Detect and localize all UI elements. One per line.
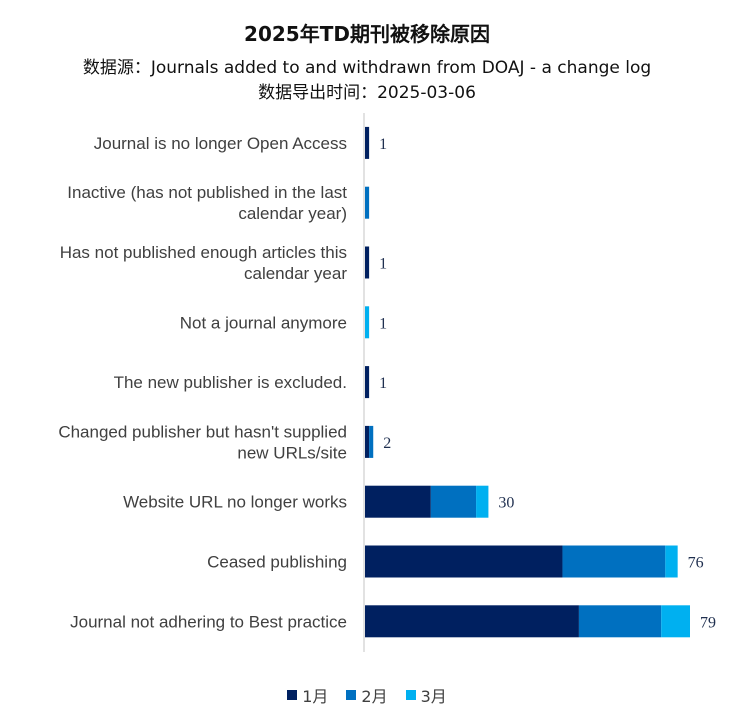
bar-segment [369, 425, 374, 458]
bar-total-label: 76 [688, 555, 704, 572]
category-label: Ceased publishing [207, 553, 347, 572]
legend-swatch [287, 690, 298, 700]
category-label: Not a journal anymore [180, 313, 347, 332]
legend-swatch [405, 690, 416, 700]
bar-segment [365, 366, 370, 399]
bar-segment [365, 425, 370, 458]
bar-total-label: 30 [498, 495, 514, 512]
legend-label: 3月 [420, 687, 447, 706]
bar-segment [365, 605, 579, 638]
legend-swatch [346, 690, 357, 700]
bar-total-label: 1 [379, 256, 387, 273]
legend-label: 2月 [361, 687, 388, 706]
chart-subtitle-export-date: 数据导出时间：2025-03-06 [258, 83, 476, 103]
bar-total-label: 79 [700, 614, 716, 631]
category-label: Changed publisher but hasn't supplied new… [58, 422, 347, 462]
chart-legend: 1月 2月 3月 [0, 683, 734, 707]
bar-segment [430, 485, 477, 518]
category-label: The new publisher is excluded. [114, 373, 347, 392]
chart-subtitle-source: 数据源：Journals added to and withdrawn from… [82, 58, 652, 78]
bar-segment [365, 545, 563, 578]
legend-item: 1月 [287, 683, 328, 707]
category-label: Journal is no longer Open Access [94, 134, 347, 153]
category-label: Inactive (has not published in the last c… [67, 183, 347, 223]
legend-item: 2月 [346, 683, 388, 707]
category-label: Journal not adhering to Best practice [70, 612, 347, 631]
bar-segment [661, 605, 690, 638]
bar-segment [562, 545, 666, 578]
bar-total-label: 1 [379, 315, 387, 332]
bar-segment [365, 246, 370, 279]
bar-segment [365, 306, 370, 339]
category-label: Has not published enough articles this ca… [60, 243, 348, 283]
chart-title: 2025年TD期刊被移除原因 [244, 22, 490, 46]
bar-segment [365, 186, 370, 219]
bar-segment [365, 126, 370, 159]
category-label: Website URL no longer works [123, 493, 347, 512]
legend-item: 3月 [405, 683, 447, 707]
bar-total-label: 2 [383, 435, 391, 452]
bar-segment [665, 545, 678, 578]
bar-total-label: 1 [379, 375, 387, 392]
bar-segment [365, 485, 431, 518]
legend-label: 1月 [302, 687, 329, 706]
bar-segment [476, 485, 489, 518]
bar-total-label: 1 [379, 136, 387, 153]
bar-segment [578, 605, 662, 638]
